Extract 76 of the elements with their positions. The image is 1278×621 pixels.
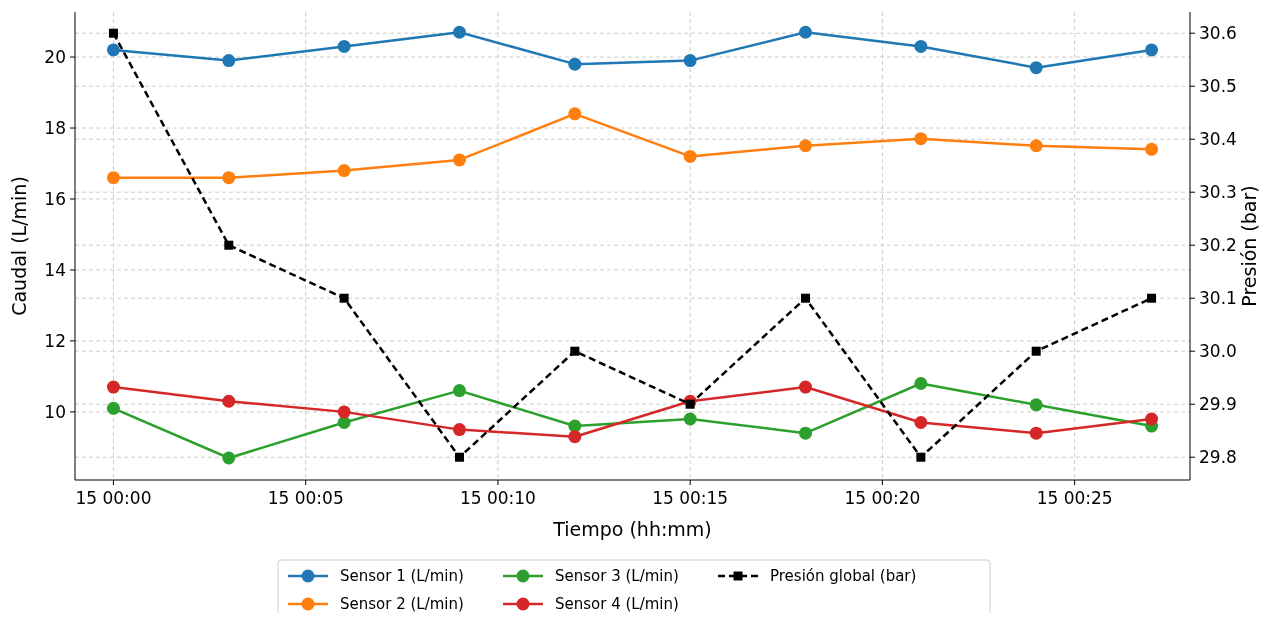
point bbox=[1029, 61, 1043, 75]
y2-tick-label: 30.2 bbox=[1199, 235, 1237, 256]
point bbox=[452, 423, 466, 437]
x-tick-label: 15 00:20 bbox=[844, 488, 921, 508]
point bbox=[1029, 426, 1043, 440]
point bbox=[452, 153, 466, 167]
x-tick-label: 15 00:00 bbox=[75, 488, 152, 508]
x-tick-label: 15 00:10 bbox=[459, 488, 536, 508]
y2-tick-label: 30.6 bbox=[1199, 23, 1237, 44]
point bbox=[108, 28, 118, 38]
point bbox=[1145, 43, 1159, 57]
legend-label: Sensor 1 (L/min) bbox=[340, 567, 464, 586]
point bbox=[106, 380, 120, 394]
point bbox=[683, 149, 697, 163]
point bbox=[222, 54, 236, 68]
point bbox=[799, 25, 813, 39]
point bbox=[1029, 398, 1043, 412]
point bbox=[683, 54, 697, 68]
y-axis-title: Caudal (L/min) bbox=[8, 176, 30, 316]
point bbox=[914, 416, 928, 430]
point bbox=[222, 171, 236, 185]
point bbox=[337, 416, 351, 430]
point bbox=[914, 39, 928, 53]
point bbox=[683, 412, 697, 426]
x-axis-title: Tiempo (hh:mm) bbox=[552, 518, 712, 540]
point bbox=[914, 376, 928, 390]
y2-tick-label: 30.0 bbox=[1199, 341, 1237, 362]
point bbox=[799, 139, 813, 153]
y-tick-label: 18 bbox=[44, 117, 66, 138]
point bbox=[337, 39, 351, 53]
y2-axis-title: Presión (bar) bbox=[1238, 185, 1260, 307]
point bbox=[568, 57, 582, 71]
point bbox=[568, 430, 582, 444]
point bbox=[685, 399, 695, 409]
legend-label: Sensor 3 (L/min) bbox=[555, 567, 679, 586]
y2-tick-label: 29.8 bbox=[1199, 447, 1237, 468]
legend-label: Sensor 4 (L/min) bbox=[555, 595, 679, 614]
point bbox=[1031, 346, 1041, 356]
y2-tick-label: 30.3 bbox=[1199, 182, 1237, 203]
y-tick-label: 20 bbox=[44, 47, 66, 68]
y-tick-label: 14 bbox=[44, 259, 66, 280]
point bbox=[916, 452, 926, 462]
point bbox=[1147, 293, 1157, 303]
x-tick-label: 15 00:25 bbox=[1036, 488, 1113, 508]
point bbox=[452, 25, 466, 39]
point bbox=[222, 394, 236, 408]
point bbox=[106, 401, 120, 415]
legend-label: Sensor 2 (L/min) bbox=[340, 595, 464, 614]
point bbox=[570, 346, 580, 356]
y-tick-label: 12 bbox=[44, 330, 66, 351]
point bbox=[1145, 412, 1159, 426]
point bbox=[1029, 139, 1043, 153]
x-tick-label: 15 00:05 bbox=[267, 488, 344, 508]
point bbox=[337, 164, 351, 178]
point bbox=[799, 426, 813, 440]
point bbox=[339, 293, 349, 303]
y2-tick-label: 30.1 bbox=[1199, 288, 1237, 309]
point bbox=[801, 293, 811, 303]
point bbox=[337, 405, 351, 419]
y-tick-label: 10 bbox=[44, 401, 66, 422]
point bbox=[106, 43, 120, 57]
point bbox=[454, 452, 464, 462]
y2-tick-label: 29.9 bbox=[1199, 394, 1237, 415]
x-tick-label: 15 00:15 bbox=[652, 488, 729, 508]
point bbox=[799, 380, 813, 394]
point bbox=[914, 132, 928, 146]
point bbox=[224, 240, 234, 250]
point bbox=[106, 171, 120, 185]
point bbox=[222, 451, 236, 465]
point bbox=[568, 107, 582, 121]
y2-tick-label: 30.5 bbox=[1199, 76, 1237, 97]
point bbox=[1145, 142, 1159, 156]
y2-tick-label: 30.4 bbox=[1199, 129, 1237, 150]
legend-label: Presión global (bar) bbox=[770, 567, 917, 586]
point bbox=[452, 384, 466, 398]
y-tick-label: 16 bbox=[44, 188, 66, 209]
